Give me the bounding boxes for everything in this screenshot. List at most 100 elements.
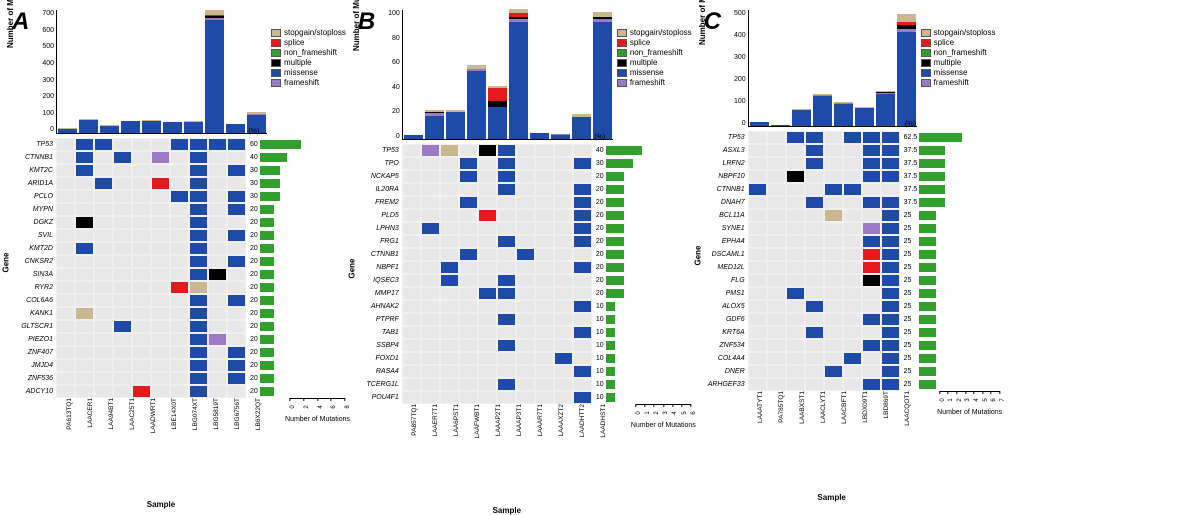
heatmap-cell [440, 274, 459, 287]
hbar-tick: 5 [680, 404, 683, 413]
heatmap-cell [151, 164, 170, 177]
sample-label: LAACBFT1 [841, 391, 848, 424]
heatmap-cell [748, 144, 767, 157]
heatmap-cell [94, 281, 113, 294]
sample-labels: PA613TQ1LAACER1LAA94BT1LAAC25T1LAADWRT1L… [56, 398, 266, 448]
heatmap-cell [421, 196, 440, 209]
heatmap-cell [843, 352, 862, 365]
heatmap-cell [881, 222, 900, 235]
tick-label: 4 [318, 405, 324, 408]
gene-name: SVIL [10, 229, 56, 242]
heatmap-cell [227, 255, 246, 268]
heatmap-cell [843, 378, 862, 391]
heatmap-cell [554, 274, 573, 287]
bar [834, 102, 853, 126]
hbar-row [919, 209, 979, 222]
hbar [919, 380, 936, 389]
bar-seg-missense [792, 110, 811, 126]
hbar-axis-label: Number of Mutations [937, 409, 1002, 416]
heatmap-cell [748, 157, 767, 170]
bar [205, 10, 224, 133]
heatmap-cell [843, 183, 862, 196]
heatmap-cell [151, 294, 170, 307]
hbar-tick: 0 [288, 398, 291, 407]
tick-mark [672, 404, 673, 407]
heatmap-cell [56, 242, 75, 255]
heatmap-cell [189, 216, 208, 229]
legend-swatch [921, 39, 931, 47]
heatmap-cell [189, 333, 208, 346]
legend-swatch [271, 29, 281, 37]
heatmap-cell [881, 235, 900, 248]
tick-label: 1 [645, 411, 651, 414]
bar-seg-missense [530, 133, 549, 140]
heatmap-cell [56, 359, 75, 372]
gene-name: TAB1 [356, 326, 402, 339]
hbar-row [260, 268, 315, 281]
heatmap-cell [151, 372, 170, 385]
gene-name: ZNF534 [702, 339, 748, 352]
heatmap-cell [94, 346, 113, 359]
heatmap-cell [824, 300, 843, 313]
heatmap-cell [573, 339, 592, 352]
heatmap-cell [189, 229, 208, 242]
heatmap-cell [881, 339, 900, 352]
heatmap-cell [497, 378, 516, 391]
y-axis-label: Number of Mutations [352, 0, 361, 51]
bar [184, 121, 203, 132]
tick-mark [965, 391, 966, 394]
hbar [260, 257, 274, 266]
hbar [919, 198, 945, 207]
heatmap-cell [189, 138, 208, 151]
heatmap-cell [94, 151, 113, 164]
bar [509, 9, 528, 139]
hbar-row [919, 339, 979, 352]
heatmap-cell [881, 170, 900, 183]
legend-label: non_frameshift [934, 48, 987, 58]
tick-label: 2 [654, 411, 660, 414]
hbar-row [606, 378, 661, 391]
heatmap-cell [573, 196, 592, 209]
heatmap-cell [516, 326, 535, 339]
heatmap-cell [56, 294, 75, 307]
heatmap-cell [227, 203, 246, 216]
pct-value: 20 [248, 385, 260, 398]
heatmap-cell [824, 313, 843, 326]
hbar-row [606, 274, 661, 287]
gene-column: GeneTP53CTNNB1KMT2CARID1APCLOMYPNDGKZSVI… [10, 138, 56, 398]
heatmap-cell [573, 157, 592, 170]
bar [226, 124, 245, 133]
legend-label: splice [284, 38, 304, 48]
hbar-row [606, 235, 661, 248]
hbar-row [260, 333, 315, 346]
heatmap-cell [843, 274, 862, 287]
hbar [606, 159, 634, 168]
heatmap-cell [478, 157, 497, 170]
heatmap-cell [421, 339, 440, 352]
heatmap-cell [440, 170, 459, 183]
legend-swatch [271, 49, 281, 57]
heatmap-cell [227, 216, 246, 229]
hbar-row [260, 138, 315, 151]
pct-value: 25 [902, 339, 920, 352]
y-axis-top: Number of Mutations100806040200 [356, 10, 402, 140]
heatmap-cell [113, 372, 132, 385]
legend-item: missense [617, 68, 692, 78]
heatmap-cell [767, 157, 786, 170]
pct-value: 37.5 [902, 196, 920, 209]
sample-label: PA857TQ1 [411, 404, 418, 436]
pct-value: 37.5 [902, 144, 920, 157]
heatmap-cell [402, 378, 421, 391]
heatmap-cell [208, 281, 227, 294]
pct-column: (%)6040303030202020202020202020202020202… [248, 138, 260, 398]
heatmap-cell [189, 359, 208, 372]
heatmap-cell [75, 268, 94, 281]
heatmap-cell [478, 365, 497, 378]
hbar-tick: 1 [643, 404, 646, 413]
gene-name: DNER [702, 365, 748, 378]
heatmap-cell [151, 242, 170, 255]
heatmap-cell [94, 359, 113, 372]
bar [530, 133, 549, 140]
gene-name: TP53 [10, 138, 56, 151]
heatmap-cell [459, 196, 478, 209]
